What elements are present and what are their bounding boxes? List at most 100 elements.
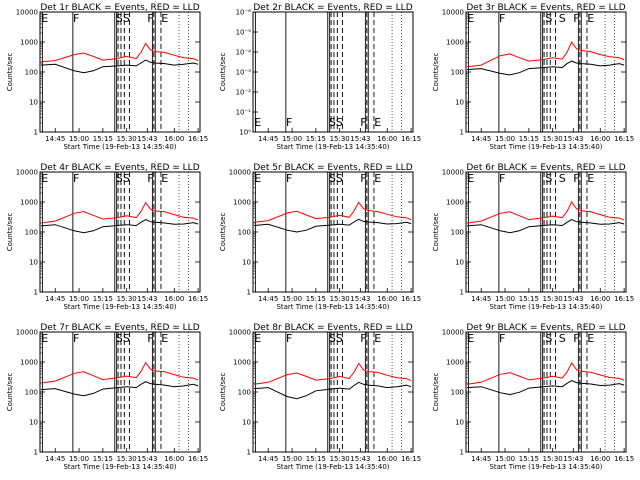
x-tick-label: 16:00 — [590, 135, 610, 143]
x-tick-label: 16:15 — [188, 295, 208, 303]
events-series-line — [466, 60, 625, 76]
event-marker-label: F — [499, 172, 505, 185]
plot-frame — [465, 171, 627, 293]
event-marker-label: F — [573, 332, 579, 345]
y-tick-label: 1000 — [20, 199, 38, 207]
event-marker-label: F — [286, 332, 292, 345]
x-tick-label: 16:15 — [188, 135, 208, 143]
event-marker-label: F — [286, 172, 292, 185]
y-tick-label: 1000 — [20, 39, 38, 47]
y-axis-label: Counts/sec — [6, 53, 14, 92]
x-axis-label: Start Time (19-Feb-13 14:35:40) — [489, 143, 602, 151]
x-tick-label: 15:00 — [282, 135, 302, 143]
plot-frame — [39, 11, 201, 133]
x-tick-label: 14:45 — [45, 295, 65, 303]
y-tick-label: 100 — [238, 229, 251, 237]
event-marker-label: F — [147, 332, 153, 345]
panel-title: Det 7r BLACK = Events, RED = LLD — [40, 323, 199, 333]
plot-frame — [465, 11, 627, 133]
events-series-line — [466, 380, 625, 396]
y-tick-label: 1 — [247, 449, 251, 457]
event-marker-label: S — [559, 332, 566, 345]
events-series-line — [40, 59, 199, 74]
event-marker-label: E — [374, 332, 381, 345]
event-marker-label: F — [573, 12, 579, 25]
x-tick-label: 15:00 — [282, 455, 302, 463]
x-tick-label: 15:00 — [282, 295, 302, 303]
y-tick-label: 100 — [451, 69, 464, 77]
lld-series-line — [40, 42, 199, 63]
y-tick-label: 10⁻³ — [236, 69, 252, 77]
y-tick-label: 10000 — [229, 169, 251, 177]
y-tick-label: 10 — [242, 259, 251, 267]
event-marker-label: F — [147, 12, 153, 25]
panel-title: Det 5r BLACK = Events, RED = LLD — [253, 163, 412, 173]
event-marker-label: SS — [329, 116, 343, 129]
event-marker-label: E — [467, 172, 474, 185]
panel-9: Det 9r BLACK = Events, RED = LLD 1 10 100 10… — [432, 323, 634, 471]
y-tick-label: 1 — [247, 289, 251, 297]
event-marker-label: E — [41, 12, 48, 25]
event-marker-label: S — [559, 12, 566, 25]
x-tick-label: 16:00 — [164, 135, 184, 143]
y-tick-label: 10⁻⁴ — [236, 49, 252, 57]
y-tick-label: 10 — [455, 419, 464, 427]
lld-series-line — [253, 201, 412, 223]
y-tick-label: 10000 — [16, 169, 38, 177]
y-axis-label: Counts/sec — [432, 53, 440, 92]
x-tick-label: 16:00 — [590, 295, 610, 303]
x-tick-label: 15:43 — [137, 455, 157, 463]
event-marker-label: F — [360, 332, 366, 345]
x-tick-label: 15:43 — [350, 295, 370, 303]
y-tick-label: 1 — [460, 449, 464, 457]
event-marker-label: E — [254, 116, 261, 129]
x-tick-label: 15:15 — [93, 135, 113, 143]
plot-frame — [39, 171, 201, 293]
event-marker-label: F — [286, 116, 292, 129]
lld-series-line — [466, 41, 625, 68]
event-marker-label: S — [559, 172, 566, 185]
y-tick-label: 10⁻⁶ — [236, 9, 252, 17]
x-tick-label: 15:00 — [69, 455, 89, 463]
lld-series-line — [253, 362, 412, 385]
y-tick-label: 1 — [34, 289, 38, 297]
x-tick-label: 15:15 — [519, 135, 539, 143]
event-marker-label: E — [587, 12, 594, 25]
y-tick-label: 10000 — [229, 329, 251, 337]
x-tick-label: 15:30 — [330, 135, 350, 143]
x-tick-label: 15:30 — [543, 455, 563, 463]
x-tick-label: 15:15 — [519, 455, 539, 463]
x-tick-label: 16:15 — [614, 295, 634, 303]
x-tick-label: 14:45 — [45, 455, 65, 463]
panel-5: Det 5r BLACK = Events, RED = LLD 1 10 100 10… — [219, 163, 421, 311]
x-tick-label: 14:45 — [45, 135, 65, 143]
x-tick-label: 15:00 — [495, 135, 515, 143]
x-tick-label: 16:15 — [401, 295, 421, 303]
x-tick-label: 16:00 — [164, 295, 184, 303]
y-tick-label: 1 — [34, 129, 38, 137]
y-tick-label: 10 — [29, 259, 38, 267]
event-marker-label: F — [147, 172, 153, 185]
event-marker-label: F — [73, 12, 79, 25]
y-tick-label: 10⁻² — [236, 89, 252, 97]
panel-title: Det 3r BLACK = Events, RED = LLD — [466, 3, 625, 13]
y-tick-label: 10⁰ — [239, 129, 251, 137]
event-marker-label: SS — [329, 172, 343, 185]
y-tick-label: 100 — [451, 389, 464, 397]
y-tick-label: 1000 — [233, 199, 251, 207]
x-tick-label: 16:15 — [401, 135, 421, 143]
y-tick-label: 100 — [25, 389, 38, 397]
y-tick-label: 10 — [455, 99, 464, 107]
x-tick-label: 14:45 — [471, 295, 491, 303]
x-tick-label: 15:30 — [117, 455, 137, 463]
x-tick-label: 16:15 — [188, 455, 208, 463]
event-marker-label: E — [161, 172, 168, 185]
panel-7: Det 7r BLACK = Events, RED = LLD 1 10 100 10… — [6, 323, 208, 471]
x-tick-label: 16:00 — [377, 295, 397, 303]
y-tick-label: 100 — [451, 229, 464, 237]
event-marker-label: F — [573, 172, 579, 185]
event-marker-label: E — [587, 332, 594, 345]
y-tick-label: 1000 — [233, 359, 251, 367]
x-tick-label: 15:15 — [93, 455, 113, 463]
